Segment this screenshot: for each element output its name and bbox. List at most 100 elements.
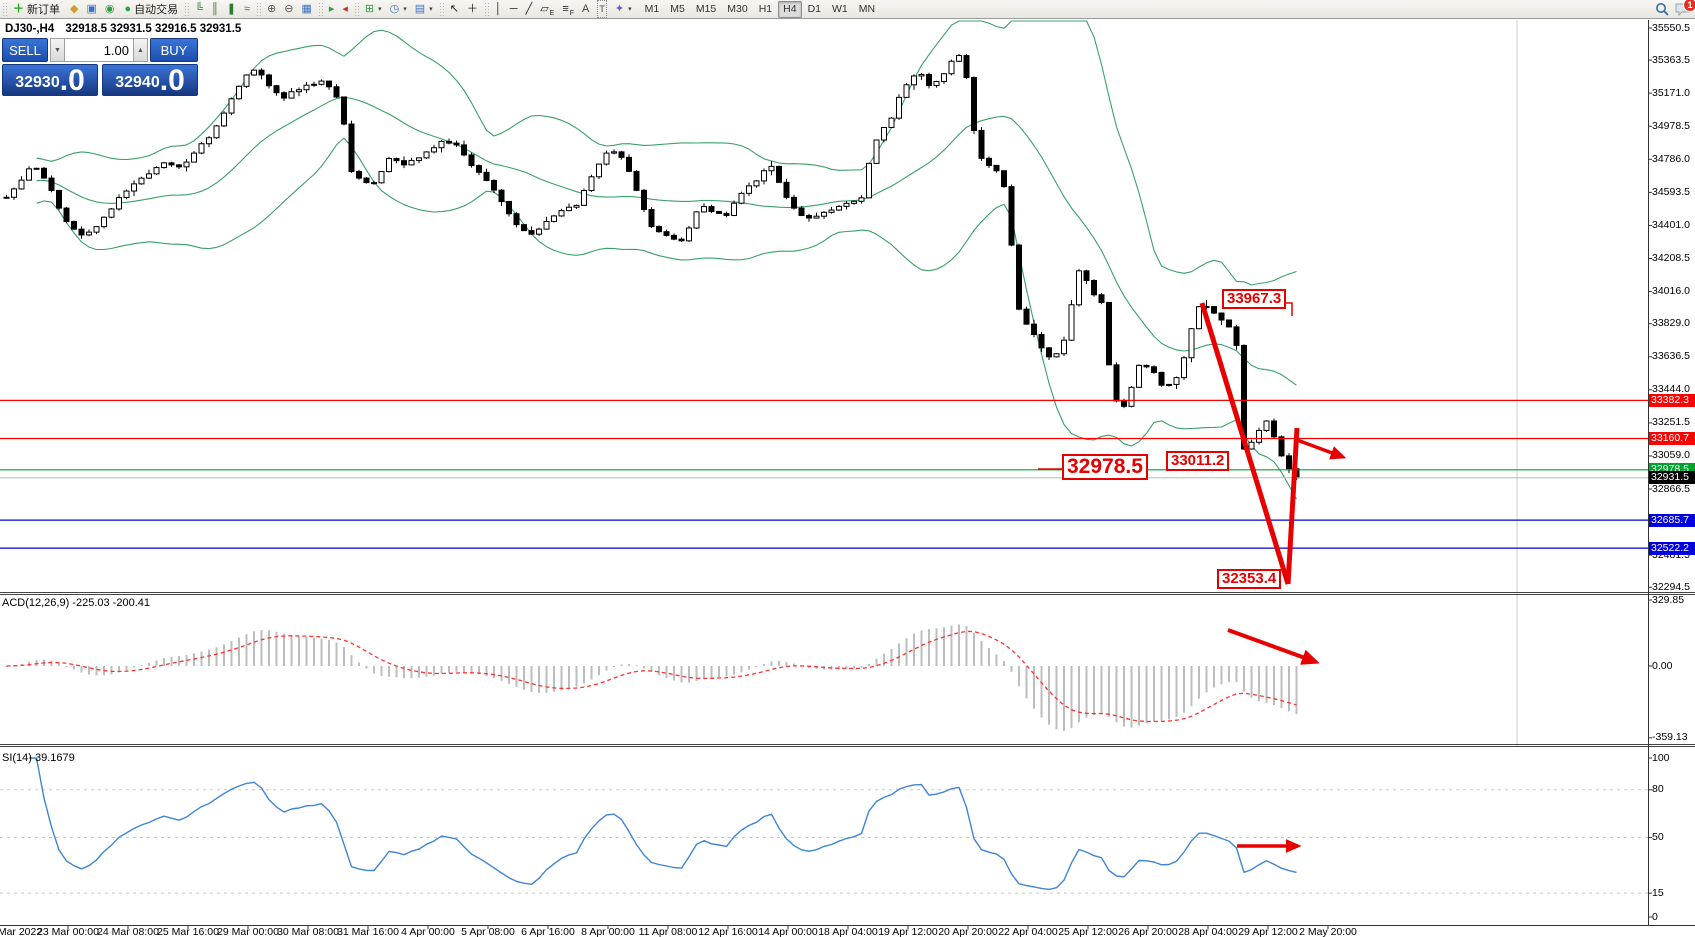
- price-axis-label: 34208.5: [1652, 252, 1690, 264]
- ohlc-values: 32918.5 32931.5 32916.5 32931.5: [65, 23, 242, 35]
- time-axis-label: 11 Apr 08:00: [638, 926, 698, 937]
- trendline-icon[interactable]: ╱: [522, 0, 537, 18]
- chevron-down-icon[interactable]: ▾: [378, 6, 382, 13]
- signal-icon[interactable]: ◉: [101, 0, 119, 18]
- timeframe-m30-button[interactable]: M30: [727, 2, 748, 15]
- crosshair-icon[interactable]: ＋: [463, 0, 482, 18]
- time-axis-label: 22 Apr 04:00: [998, 926, 1058, 937]
- timeframe-h4-button[interactable]: H4: [778, 0, 802, 18]
- price-axis-label: 34016.0: [1652, 285, 1690, 298]
- timeframe-mn-button[interactable]: MN: [858, 2, 876, 15]
- price-axis-label: 34978.5: [1652, 119, 1690, 132]
- templates-icon[interactable]: ▤ ▾: [411, 0, 437, 18]
- candle-chart-icon[interactable]: ❚: [223, 0, 240, 18]
- signal-icon: ◉: [104, 3, 115, 15]
- tile-windows-icon[interactable]: ▦: [297, 0, 315, 18]
- timeframe-m15-button[interactable]: M15: [695, 2, 717, 15]
- chevron-down-icon[interactable]: ▾: [403, 6, 407, 13]
- indicators-icon: ⊞: [364, 3, 375, 15]
- shapes-icon[interactable]: ✦ ▾: [611, 0, 636, 18]
- time-axis-label: 6 Apr 16:00: [521, 926, 575, 937]
- time-axis-label: 23 Mar 00:00: [37, 926, 99, 937]
- symbol-period: DJ30-,H4: [5, 23, 55, 35]
- macd-axis-label: 329.85: [1652, 593, 1685, 606]
- horizontal-line-icon[interactable]: ─: [506, 0, 522, 18]
- time-axis-label: 30 Mar 08:00: [277, 926, 339, 937]
- chart-shift-icon[interactable]: ◂: [338, 0, 352, 18]
- auto-trading-icon: ●: [124, 3, 132, 15]
- chart-folder-icon[interactable]: ◆: [66, 0, 82, 18]
- price-axis-label: 32294.5: [1652, 580, 1690, 593]
- timeframe-d1-button[interactable]: D1: [807, 2, 821, 15]
- price-axis-label: 33829.0: [1652, 317, 1690, 330]
- auto-scroll-icon[interactable]: ▸: [325, 0, 339, 18]
- timeframe-w1-button[interactable]: W1: [832, 2, 848, 15]
- sell-price[interactable]: 32930 .0: [2, 64, 98, 96]
- auto-scroll-icon: ▸: [328, 3, 335, 15]
- vertical-line-icon[interactable]: │: [491, 0, 506, 18]
- trendline-icon: ╱: [525, 3, 533, 15]
- timeframe-h1-button[interactable]: H1: [758, 2, 773, 15]
- time-axis-label: 28 Apr 04:00: [1178, 926, 1238, 937]
- new-order-icon: ＋: [13, 3, 24, 15]
- rsi-axis-label: 100: [1652, 751, 1670, 764]
- chart-folder-icon: ◆: [70, 3, 79, 15]
- price-callout: 33967.3: [1222, 289, 1287, 309]
- label-icon: T: [597, 0, 607, 18]
- time-axis-label: Mar 2022: [0, 926, 43, 937]
- auto-trading-button[interactable]: ● 自动交易: [120, 0, 182, 18]
- timeframe-m5-button[interactable]: M5: [670, 2, 685, 15]
- time-axis-label: 19 Apr 12:00: [878, 926, 938, 937]
- label-icon[interactable]: T: [593, 0, 611, 18]
- price-axis-label: 33444.0: [1652, 383, 1690, 396]
- timeframe-m1-button[interactable]: M1: [644, 2, 660, 15]
- horizontal-line-icon: ─: [509, 3, 518, 15]
- chevron-down-icon[interactable]: ▾: [628, 6, 632, 13]
- channel-icon: ▱: [540, 3, 549, 15]
- axis-setup-icon[interactable]: ╚: [191, 0, 207, 18]
- price-axis-label: 35363.5: [1652, 53, 1690, 66]
- periods-icon[interactable]: ◷ ▾: [386, 0, 411, 18]
- sell-button[interactable]: SELL: [2, 38, 48, 62]
- line-chart-icon[interactable]: ≈: [240, 0, 254, 18]
- periods-icon: ◷: [389, 3, 400, 15]
- indicators-icon[interactable]: ⊞ ▾: [361, 0, 386, 18]
- sell-price-main: 32930: [15, 74, 60, 91]
- time-axis-label: 5 Apr 08:00: [461, 926, 515, 937]
- rsi-axis-label: 0: [1652, 910, 1658, 923]
- buy-button[interactable]: BUY: [150, 38, 198, 62]
- new-order-button[interactable]: ＋ 新订单: [9, 0, 64, 18]
- notification-badge: 1: [1683, 0, 1695, 12]
- zoom-in-icon[interactable]: ⊕: [263, 0, 280, 18]
- line-chart-icon: ≈: [243, 3, 250, 15]
- new-order-label: 新订单: [27, 4, 60, 16]
- chat-icon[interactable]: 1: [1675, 0, 1695, 17]
- bar-chart-icon[interactable]: ║: [207, 0, 223, 18]
- channel-icon[interactable]: ▱ E: [540, 3, 555, 17]
- volume-down-button[interactable]: ▼: [50, 38, 65, 62]
- time-axis-label: 29 Apr 12:00: [1238, 926, 1298, 937]
- chevron-down-icon[interactable]: ▾: [429, 6, 433, 13]
- time-axis-label: 26 Apr 20:00: [1118, 926, 1178, 937]
- toolbar-grip: [256, 2, 261, 16]
- zoom-out-icon[interactable]: ⊖: [280, 0, 297, 18]
- cursor-icon: ↖: [449, 3, 459, 15]
- auto-trading-label: 自动交易: [134, 4, 179, 16]
- window-icon[interactable]: ▣: [82, 0, 100, 18]
- volume-up-button[interactable]: ▲: [133, 38, 148, 62]
- zoom-in-icon: ⊕: [267, 3, 277, 15]
- toolbar-grip: [2, 2, 7, 16]
- volume-input[interactable]: [65, 38, 133, 62]
- search-icon[interactable]: [1655, 2, 1669, 16]
- buy-price[interactable]: 32940 .0: [102, 64, 198, 96]
- rsi-label: SI(14) 39.1679: [2, 752, 75, 764]
- price-axis-label: 34593.5: [1652, 185, 1690, 198]
- fibonacci-icon: ≡: [562, 3, 569, 15]
- cursor-icon[interactable]: ↖: [446, 0, 463, 18]
- one-click-trading-panel: SELL ▼ ▲ BUY 32930 .0 32940 .0: [2, 38, 198, 96]
- text-icon[interactable]: A: [578, 0, 593, 18]
- toolbar-grip: [438, 2, 444, 16]
- sell-price-pip: .0: [59, 64, 85, 98]
- fibonacci-icon[interactable]: ≡ F: [562, 3, 575, 17]
